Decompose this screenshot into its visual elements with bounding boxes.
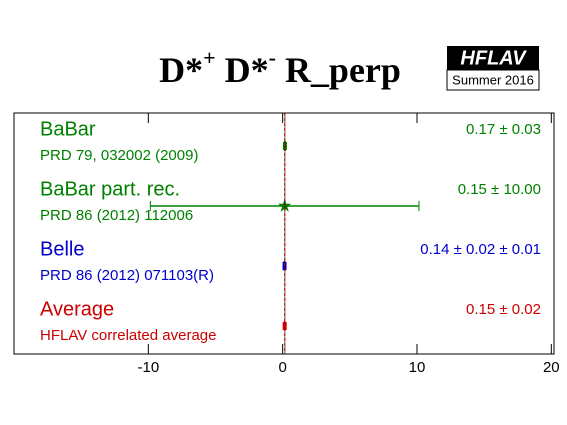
x-tick-label: 20 <box>543 359 560 376</box>
chart-title: D*+ D*- R_perp <box>159 45 401 90</box>
entry-reference: HFLAV correlated average <box>40 327 216 344</box>
x-tick-label: 10 <box>409 359 426 376</box>
entry-name: BaBar part. rec. <box>40 178 180 200</box>
marker <box>282 322 287 330</box>
entry-name: Belle <box>40 238 84 260</box>
title-part: D* <box>216 50 269 90</box>
value-label: 0.14 ± 0.02 ± 0.01 <box>420 241 541 258</box>
entry-reference: PRD 86 (2012) 112006 <box>40 207 193 224</box>
entry-reference: PRD 86 (2012) 071103(R) <box>40 267 214 284</box>
title-part: R_perp <box>276 50 401 90</box>
x-tick-label: 0 <box>278 359 286 376</box>
value-label: 0.15 ± 0.02 <box>466 301 541 318</box>
entry-name: BaBar <box>40 118 96 140</box>
logo-name: HFLAV <box>460 47 527 69</box>
logo-edition: Summer 2016 <box>452 72 534 87</box>
entry-name: Average <box>40 298 114 320</box>
logo-box <box>447 46 539 70</box>
title-sup: - <box>269 45 276 70</box>
plot-frame <box>13 112 555 355</box>
x-tick-label: -10 <box>137 359 159 376</box>
title-sup: + <box>203 45 216 70</box>
logo-edition-box <box>446 69 540 91</box>
value-label: 0.15 ± 10.00 <box>458 181 541 198</box>
logo: HFLAV Summer 2016 <box>446 46 540 91</box>
entry-reference: PRD 79, 032002 (2009) <box>40 147 198 164</box>
title-part: D* <box>159 50 203 90</box>
value-label: 0.17 ± 0.03 <box>466 121 541 138</box>
